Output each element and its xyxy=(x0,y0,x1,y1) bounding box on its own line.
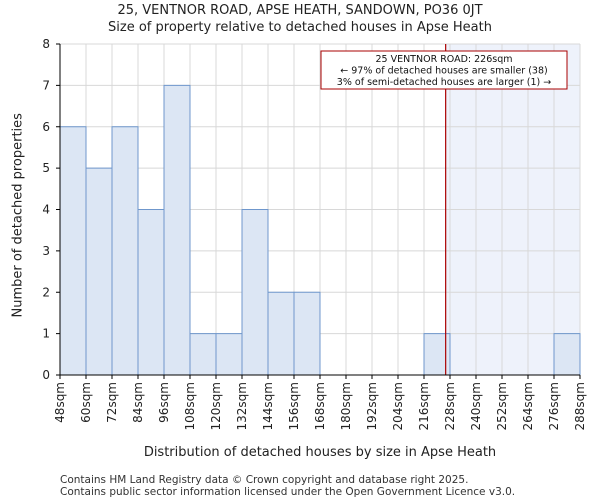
annotation-line-1: 25 VENTNOR ROAD: 226sqm xyxy=(375,54,512,65)
x-tick-label: 240sqm xyxy=(469,382,483,430)
x-tick-label: 216sqm xyxy=(417,382,431,430)
annotation-line-2: ← 97% of detached houses are smaller (38… xyxy=(340,66,547,77)
footer-licence: Contains public sector information licen… xyxy=(60,486,516,498)
x-tick-label: 252sqm xyxy=(495,382,509,430)
histogram-bar xyxy=(163,84,191,376)
x-tick-label: 288sqm xyxy=(573,382,587,430)
y-tick-label: 1 xyxy=(42,327,50,341)
y-tick-label: 4 xyxy=(42,203,50,217)
x-tick-label: 180sqm xyxy=(339,382,353,430)
x-tick-label: 60sqm xyxy=(79,382,93,423)
x-tick-label: 156sqm xyxy=(287,382,301,430)
x-tick-label: 72sqm xyxy=(105,382,119,423)
y-tick-label: 5 xyxy=(42,161,50,175)
y-tick-label: 8 xyxy=(42,37,50,51)
x-tick-label: 120sqm xyxy=(209,382,223,430)
x-tick-label: 84sqm xyxy=(131,382,145,423)
y-axis-label: Number of detached properties xyxy=(10,113,26,318)
annotation-line-3: 3% of semi-detached houses are larger (1… xyxy=(337,77,551,88)
y-tick-label: 6 xyxy=(42,120,50,134)
annotation-box xyxy=(320,50,568,90)
histogram-bar xyxy=(189,333,217,376)
x-tick-label: 228sqm xyxy=(443,382,457,430)
x-tick-label: 108sqm xyxy=(183,382,197,430)
x-tick-label: 96sqm xyxy=(157,382,171,423)
x-tick-label: 48sqm xyxy=(53,382,67,423)
x-tick-label: 264sqm xyxy=(521,382,535,430)
x-tick-label: 132sqm xyxy=(235,382,249,430)
x-tick-label: 192sqm xyxy=(365,382,379,430)
x-axis-label: Distribution of detached houses by size … xyxy=(143,445,497,460)
x-tick-label: 276sqm xyxy=(547,382,561,430)
x-tick-label: 204sqm xyxy=(391,382,405,430)
histogram-bar xyxy=(137,209,165,376)
histogram-bar xyxy=(85,167,113,376)
chart-subtitle: Size of property relative to detached ho… xyxy=(108,20,492,35)
footer-copyright: Contains HM Land Registry data © Crown c… xyxy=(60,474,469,486)
histogram-bar xyxy=(293,291,321,376)
histogram-bar xyxy=(215,333,243,376)
y-tick-label: 7 xyxy=(42,78,50,92)
x-tick-label: 144sqm xyxy=(261,382,275,430)
histogram-bar xyxy=(553,333,581,376)
histogram-bar xyxy=(267,291,295,376)
histogram-bar xyxy=(111,126,139,376)
y-tick-label: 2 xyxy=(42,285,50,299)
y-tick-label: 0 xyxy=(42,368,50,382)
y-tick-label: 3 xyxy=(42,244,50,258)
histogram-bar xyxy=(241,209,269,376)
histogram-bar xyxy=(59,126,87,376)
chart-title: 25, VENTNOR ROAD, APSE HEATH, SANDOWN, P… xyxy=(117,3,483,18)
x-tick-label: 168sqm xyxy=(313,382,327,430)
